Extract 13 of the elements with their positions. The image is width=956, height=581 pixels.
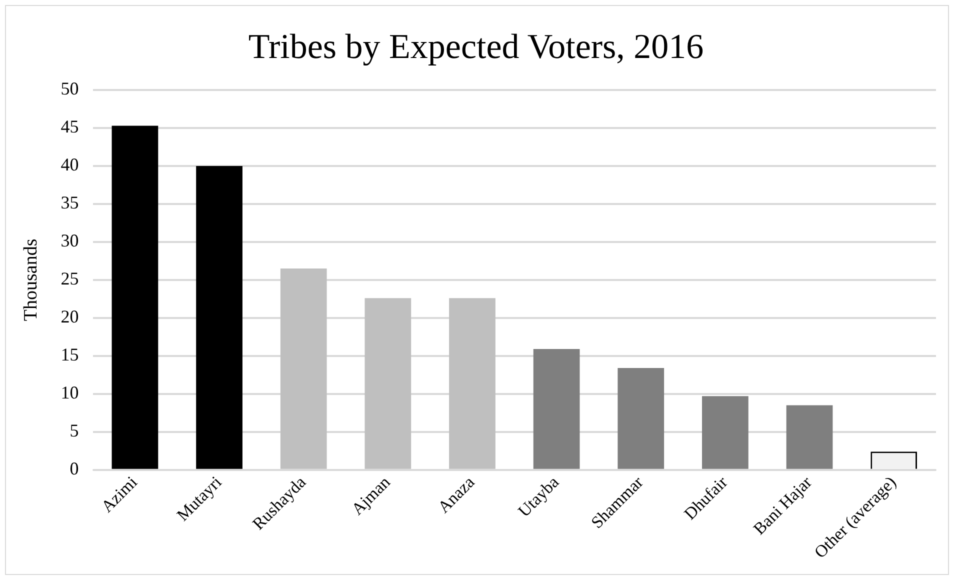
y-tick-label: 20 xyxy=(60,306,79,327)
y-tick-label: 0 xyxy=(70,458,79,479)
y-tick-label: 45 xyxy=(60,116,79,137)
y-axis-title: Thousands xyxy=(20,238,42,322)
y-tick-label: 30 xyxy=(60,230,79,251)
chart-title: Tribes by Expected Voters, 2016 xyxy=(248,27,704,66)
y-tick-label: 35 xyxy=(60,192,79,213)
y-tick-label: 50 xyxy=(60,78,79,99)
y-tick-label: 40 xyxy=(60,154,79,175)
y-tick-label: 5 xyxy=(70,420,79,441)
y-tick-label: 25 xyxy=(60,268,79,289)
y-tick-label: 15 xyxy=(60,344,79,365)
y-tick-label: 10 xyxy=(60,382,79,403)
